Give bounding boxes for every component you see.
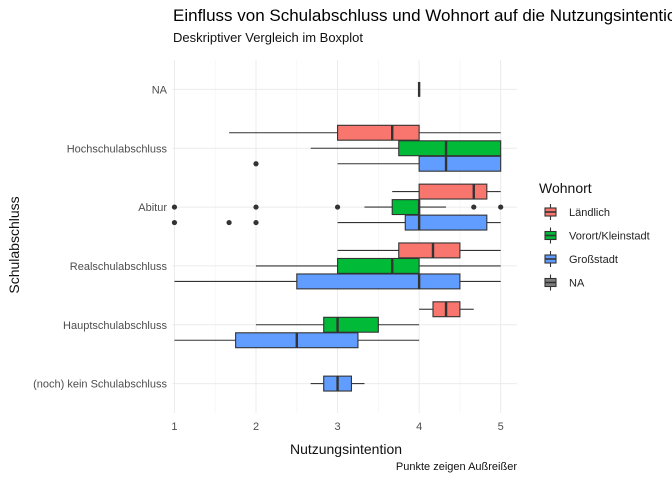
x-tick-label: 3 bbox=[335, 421, 341, 433]
box-hauptschulabschluss-ländlich bbox=[419, 301, 474, 318]
legend-label: Großstadt bbox=[569, 254, 618, 266]
box-iqr bbox=[391, 199, 420, 216]
y-tick-label: Realschulabschluss bbox=[70, 261, 168, 273]
box-iqr bbox=[323, 316, 379, 333]
legend-item-na: NA bbox=[542, 274, 585, 292]
box-realschulabschluss-großstadt bbox=[174, 273, 501, 290]
legend-title: Wohnort bbox=[539, 180, 592, 196]
y-axis-tick-labels: NA Hochschulabschluss Abitur Realschulabsch… bbox=[33, 84, 168, 390]
y-tick-label: Hauptschulabschluss bbox=[63, 320, 167, 332]
box-abitur-großstadt bbox=[171, 214, 501, 231]
box-iqr bbox=[398, 140, 502, 157]
x-tick-label: 5 bbox=[498, 421, 504, 433]
chart-subtitle: Deskriptiver Vergleich im Boxplot bbox=[173, 30, 363, 45]
y-tick-label: Hochschulabschluss bbox=[67, 143, 168, 155]
legend-label: Vorort/Kleinstadt bbox=[569, 231, 650, 243]
legend-label: NA bbox=[569, 278, 585, 290]
outlier-point bbox=[226, 219, 232, 226]
outlier-point bbox=[334, 204, 341, 210]
chart-caption: Punkte zeigen Außreißer bbox=[396, 461, 517, 473]
x-tick-label: 2 bbox=[253, 421, 259, 433]
box-iqr bbox=[404, 214, 488, 231]
box-hauptschulabschluss-vorort-kleinstadt bbox=[256, 316, 420, 333]
x-tick-label: 1 bbox=[171, 421, 177, 433]
boxplot-marks bbox=[171, 81, 504, 392]
legend-item-vorort-kleinstadt: Vorort/Kleinstadt bbox=[542, 227, 650, 245]
box-hochschulabschluss-großstadt bbox=[253, 155, 502, 172]
box-hochschulabschluss-ländlich bbox=[229, 124, 501, 141]
box-iqr bbox=[337, 257, 420, 274]
legend: Wohnort Ländlich Vorort/Kleinstadt Großsta… bbox=[539, 180, 650, 292]
box-iqr bbox=[418, 183, 488, 200]
y-tick-label: NA bbox=[152, 84, 168, 96]
outlier-point bbox=[253, 204, 259, 210]
legend-items: Ländlich Vorort/Kleinstadt Großstadt NA bbox=[542, 204, 650, 292]
box-noch-kein-schulabschluss-großstadt bbox=[310, 375, 365, 392]
box-iqr bbox=[296, 273, 461, 290]
outlier-point bbox=[498, 204, 504, 210]
outlier-point bbox=[171, 204, 178, 210]
chart-title: Einfluss von Schulabschluss und Wohnort … bbox=[173, 6, 672, 25]
legend-item-ländlich: Ländlich bbox=[542, 204, 610, 221]
box-realschulabschluss-ländlich bbox=[337, 242, 501, 259]
box-realschulabschluss-vorort-kleinstadt bbox=[256, 257, 501, 274]
x-axis-title: Nutzungsintention bbox=[290, 441, 402, 457]
box-abitur-ländlich bbox=[392, 183, 501, 200]
outlier-point bbox=[471, 204, 477, 210]
plot-grid bbox=[172, 60, 517, 413]
box-iqr bbox=[337, 124, 420, 141]
legend-item-großstadt: Großstadt bbox=[542, 251, 618, 268]
x-tick-label: 4 bbox=[416, 421, 422, 433]
outlier-point bbox=[171, 219, 178, 226]
outlier-point bbox=[253, 219, 259, 226]
box-hochschulabschluss-vorort-kleinstadt bbox=[310, 140, 502, 157]
outlier-point bbox=[253, 161, 259, 167]
legend-label: Ländlich bbox=[569, 207, 610, 219]
x-axis-tick-labels: 1 2 3 4 5 bbox=[171, 421, 503, 433]
y-tick-label: Abitur bbox=[138, 202, 167, 214]
y-axis-title: Schulabschluss bbox=[6, 196, 22, 293]
box-iqr bbox=[418, 155, 502, 172]
box-iqr bbox=[398, 242, 461, 259]
box-abitur-vorort-kleinstadt bbox=[171, 199, 504, 216]
y-tick-label: (noch) kein Schulabschluss bbox=[33, 379, 167, 391]
box-hauptschulabschluss-großstadt bbox=[174, 332, 420, 349]
